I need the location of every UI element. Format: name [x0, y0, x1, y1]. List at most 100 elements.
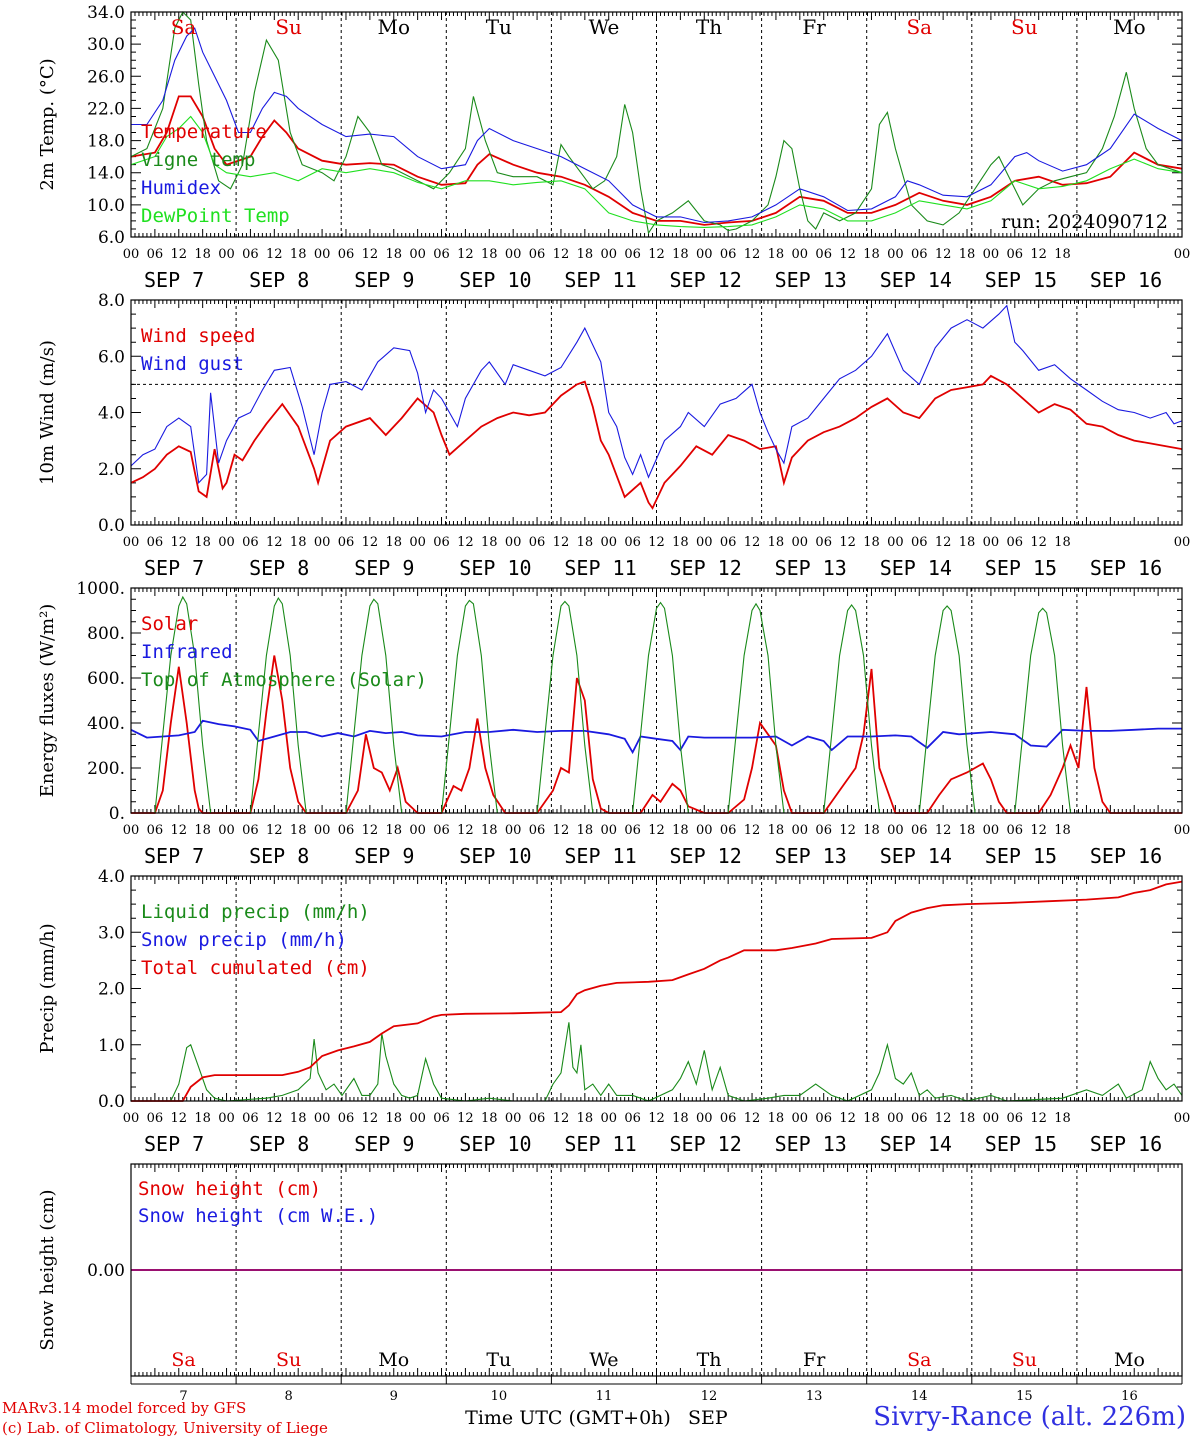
day-number-label: 14: [911, 1389, 928, 1404]
series-line: [130, 115, 1183, 228]
x-tick-label: 00: [792, 1111, 809, 1126]
x-tick-label: 12: [648, 247, 665, 262]
legend-entry: Snow height (cm): [138, 1178, 321, 1200]
date-label: SEP 12: [670, 556, 742, 580]
x-tick-label: 12: [266, 823, 283, 838]
x-tick-label: 18: [768, 535, 785, 550]
x-tick-label: 18: [290, 823, 307, 838]
date-label: SEP 8: [249, 1132, 309, 1156]
x-tick-label: 12: [839, 535, 856, 550]
x-tick-label: 18: [672, 535, 689, 550]
x-tick-label: 06: [242, 247, 259, 262]
x-tick-label: 06: [338, 823, 355, 838]
day-number-label: 7: [179, 1389, 187, 1404]
date-label: SEP 16: [1090, 556, 1162, 580]
legend-entry: Infrared: [141, 641, 233, 663]
panel-1: 6.0 10.0 14.0 18.0 22.0 26.0 30.0 34.0 2m Temp. …: [37, 3, 1190, 292]
weekday-label: Mo: [378, 1349, 409, 1371]
legend-entry: Humidex: [141, 177, 221, 199]
y-tick-label: 200.: [87, 759, 125, 779]
x-tick-label: 00: [1174, 1111, 1191, 1126]
y-tick-label: 10.0: [87, 196, 125, 216]
x-tick-label: 18: [1054, 247, 1071, 262]
x-tick-label: 18: [672, 1111, 689, 1126]
x-tick-label: 18: [1054, 1111, 1071, 1126]
x-tick-label: 06: [624, 823, 641, 838]
x-tick-label: 12: [266, 1111, 283, 1126]
x-tick-label: 12: [457, 247, 474, 262]
x-tick-label: 12: [170, 823, 187, 838]
x-tick-label: 06: [720, 535, 737, 550]
x-tick-label: 06: [529, 535, 546, 550]
x-tick-label: 00: [409, 823, 426, 838]
x-tick-label: 00: [1174, 535, 1191, 550]
date-label: SEP 15: [985, 1132, 1057, 1156]
x-tick-label: 00: [983, 1111, 1000, 1126]
x-tick-label: 18: [481, 823, 498, 838]
x-axis-label: Time UTC (GMT+0h): [465, 1407, 671, 1429]
x-tick-label: 12: [744, 247, 761, 262]
series-line: [130, 304, 1183, 485]
x-tick-label: 12: [935, 535, 952, 550]
y-tick-label: 6.0: [98, 228, 125, 248]
x-tick-label: 12: [553, 247, 570, 262]
y-tick-label: 22.0: [87, 99, 125, 119]
x-tick-label: 06: [242, 1111, 259, 1126]
x-tick-label: 18: [194, 535, 211, 550]
x-tick-label: 00: [696, 247, 713, 262]
x-tick-label: 00: [314, 1111, 331, 1126]
x-tick-label: 18: [1054, 823, 1071, 838]
weekday-label: Sa: [907, 1349, 931, 1371]
series-line: [130, 95, 1183, 226]
x-tick-label: 12: [935, 247, 952, 262]
y-axis-label: Energy fluxes (W/m²): [37, 604, 58, 798]
weekday-label: Mo: [1114, 1349, 1145, 1371]
date-label: SEP 12: [670, 844, 742, 868]
x-tick-label: 00: [123, 823, 140, 838]
panel-5: 0.00 Snow height (cm) Snow height (cm) Snow…: [37, 1163, 1183, 1429]
x-tick-label: 00: [1174, 823, 1191, 838]
x-tick-label: 18: [863, 535, 880, 550]
x-tick-label: 12: [744, 535, 761, 550]
x-tick-label: 00: [123, 535, 140, 550]
x-tick-label: 12: [170, 247, 187, 262]
x-tick-label: 12: [648, 535, 665, 550]
weekday-label: Sa: [171, 1349, 195, 1371]
y-tick-label: 8.0: [98, 291, 125, 311]
x-tick-label: 12: [1030, 823, 1047, 838]
x-tick-label: 00: [123, 1111, 140, 1126]
x-tick-label: 12: [839, 1111, 856, 1126]
x-tick-label: 00: [600, 247, 617, 262]
date-label: SEP 14: [880, 556, 952, 580]
series-line: [130, 719, 1182, 755]
x-tick-label: 00: [983, 535, 1000, 550]
x-tick-label: 12: [744, 823, 761, 838]
x-tick-label: 00: [218, 247, 235, 262]
x-tick-label: 18: [768, 247, 785, 262]
weekday-label: Fr: [803, 1349, 826, 1371]
x-tick-label: 18: [194, 1111, 211, 1126]
x-tick-label: 18: [577, 1111, 594, 1126]
x-tick-label: 06: [338, 1111, 355, 1126]
date-label: SEP 16: [1090, 1132, 1162, 1156]
x-tick-label: 18: [672, 247, 689, 262]
x-tick-label: 06: [242, 823, 259, 838]
x-tick-label: 18: [481, 247, 498, 262]
x-tick-label: 00: [696, 1111, 713, 1126]
x-tick-label: 06: [720, 247, 737, 262]
legend-entry: Total cumulated (cm): [141, 957, 370, 979]
weekday-label: Sa: [171, 15, 197, 39]
x-tick-label: 06: [720, 1111, 737, 1126]
x-tick-label: 12: [362, 823, 379, 838]
y-tick-label: 0.0: [98, 516, 125, 536]
weekday-label: Tu: [486, 15, 512, 39]
y-tick-label: 800.: [87, 624, 125, 644]
x-tick-label: 18: [768, 1111, 785, 1126]
x-tick-label: 18: [290, 247, 307, 262]
weekday-label: Th: [696, 15, 722, 39]
x-tick-label: 18: [290, 1111, 307, 1126]
x-tick-label: 12: [648, 823, 665, 838]
day-number-label: 12: [701, 1389, 718, 1404]
date-label: SEP 13: [775, 844, 847, 868]
